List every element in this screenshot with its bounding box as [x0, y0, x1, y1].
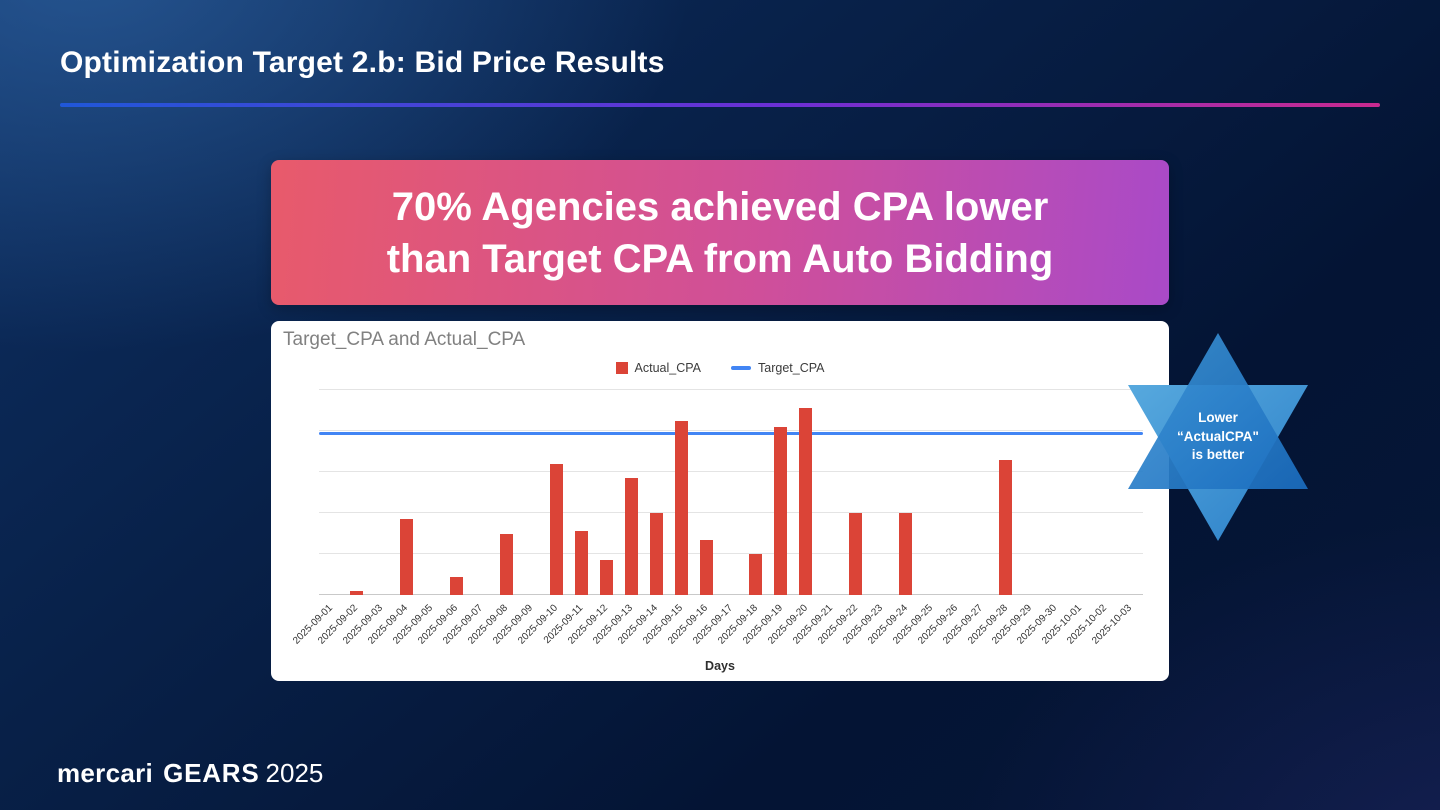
- plot-area: [319, 389, 1143, 595]
- star-text-line-3: is better: [1191, 447, 1245, 463]
- gears-logo: GEARS: [163, 758, 260, 788]
- target-cpa-line: [319, 432, 1143, 436]
- legend-item-actual_cpa: Actual_CPA: [615, 361, 701, 375]
- x-axis-title: Days: [705, 659, 735, 673]
- actual-cpa-bar: [449, 576, 463, 595]
- footer-logo: mercari GEARS 2025: [57, 758, 323, 789]
- actual-cpa-bar: [899, 513, 913, 595]
- page-title: Optimization Target 2.b: Bid Price Resul…: [60, 46, 665, 79]
- actual-cpa-bar: [849, 513, 863, 595]
- legend-line-swatch-icon: [731, 366, 751, 370]
- mercari-logo: mercari: [57, 758, 154, 788]
- x-axis-line: [319, 594, 1143, 595]
- gridline: [319, 553, 1143, 554]
- headline-line-1: 70% Agencies achieved CPA lower: [391, 184, 1049, 229]
- actual-cpa-bar: [399, 519, 413, 595]
- actual-cpa-bar: [624, 478, 638, 595]
- chart-card: Target_CPA and Actual_CPA Actual_CPA Targ…: [271, 321, 1169, 681]
- star-text-line-1: Lower: [1198, 409, 1238, 425]
- legend-label: Actual_CPA: [634, 361, 701, 375]
- actual-cpa-bar: [999, 459, 1013, 595]
- actual-cpa-bar: [499, 533, 513, 595]
- legend-label: Target_CPA: [758, 361, 825, 375]
- actual-cpa-bar: [749, 554, 763, 595]
- logo-year: 2025: [265, 758, 324, 788]
- gridline: [319, 471, 1143, 472]
- headline-banner: 70% Agencies achieved CPA lower than Tar…: [271, 160, 1169, 305]
- actual-cpa-bar: [349, 590, 363, 595]
- gridline: [319, 389, 1143, 390]
- star-icon: [1128, 333, 1308, 541]
- legend-bar-swatch-icon: [615, 362, 628, 374]
- actual-cpa-bar: [649, 513, 663, 595]
- actual-cpa-bar: [774, 426, 788, 595]
- actual-cpa-bar: [599, 560, 613, 595]
- star-text-line-2: “ActualCPA": [1177, 428, 1259, 444]
- star-badge-text: Lower “ActualCPA" is better: [1125, 330, 1311, 544]
- gridline: [319, 430, 1143, 431]
- gridline: [319, 512, 1143, 513]
- actual-cpa-bar: [574, 531, 588, 595]
- actual-cpa-bar: [674, 420, 688, 595]
- title-underline: [60, 103, 1380, 107]
- x-axis-labels: 2025-09-01 2025-09-02 2025-09-03 2025-09-04…: [291, 602, 1135, 647]
- legend-item-target_cpa: Target_CPA: [731, 361, 824, 375]
- actual-cpa-bar: [799, 408, 813, 595]
- callout-star-badge: Lower “ActualCPA" is better: [1125, 330, 1311, 544]
- actual-cpa-bar: [699, 539, 713, 595]
- actual-cpa-bar: [549, 463, 563, 595]
- headline-line-2: than Target CPA from Auto Bidding: [386, 236, 1054, 281]
- chart-legend: Actual_CPA Target_CPA: [271, 361, 1169, 375]
- chart-title: Target_CPA and Actual_CPA: [283, 329, 526, 350]
